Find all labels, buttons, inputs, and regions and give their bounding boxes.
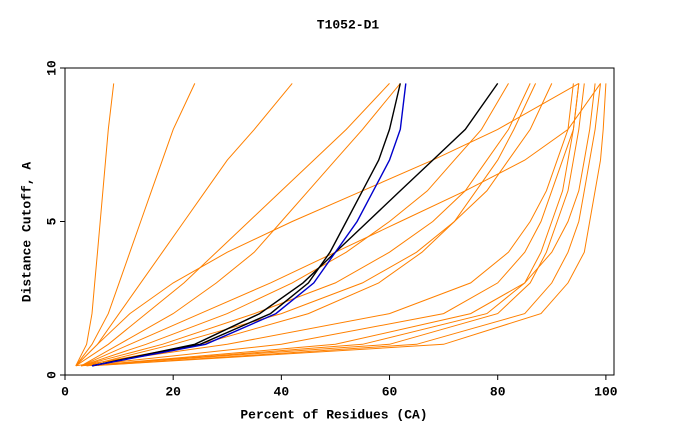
gdt-line: [81, 83, 585, 367]
y-tick-label: 0: [44, 371, 59, 379]
x-tick-label: 80: [490, 384, 506, 399]
x-tick-label: 20: [165, 384, 181, 399]
gdt-line: [91, 83, 607, 367]
gdt-line: [91, 82, 499, 367]
gdt-line: [91, 83, 401, 367]
gdt-line: [86, 83, 580, 367]
gdt-line: [75, 83, 293, 367]
gdt-line: [75, 83, 390, 367]
gdt-line: [80, 83, 401, 367]
gdt-line: [81, 83, 509, 367]
y-tick-label: 5: [44, 217, 59, 225]
x-axis-label: Percent of Residues (CA): [240, 407, 427, 422]
gdt-line: [91, 83, 407, 367]
x-tick-label: 40: [274, 384, 290, 399]
gdt-line: [75, 83, 574, 367]
gdt-line: [81, 83, 537, 367]
gdt-line: [86, 83, 596, 367]
y-tick-label: 10: [44, 60, 59, 76]
plot-area: [75, 82, 607, 367]
gdt-line: [75, 82, 580, 367]
gdt-line: [75, 83, 196, 367]
x-tick-label: 100: [594, 384, 618, 399]
chart-title: T1052-D1: [317, 17, 380, 32]
x-tick-label: 0: [61, 384, 69, 399]
gdt-line: [81, 83, 580, 367]
gdt-line: [81, 83, 531, 367]
plot-frame: [64, 67, 615, 376]
gdt-line: [80, 83, 601, 367]
y-axis-label: Distance Cutoff, A: [19, 162, 34, 303]
gdt-line: [91, 83, 601, 367]
gdt-line: [75, 83, 115, 367]
x-tick-label: 60: [382, 384, 398, 399]
